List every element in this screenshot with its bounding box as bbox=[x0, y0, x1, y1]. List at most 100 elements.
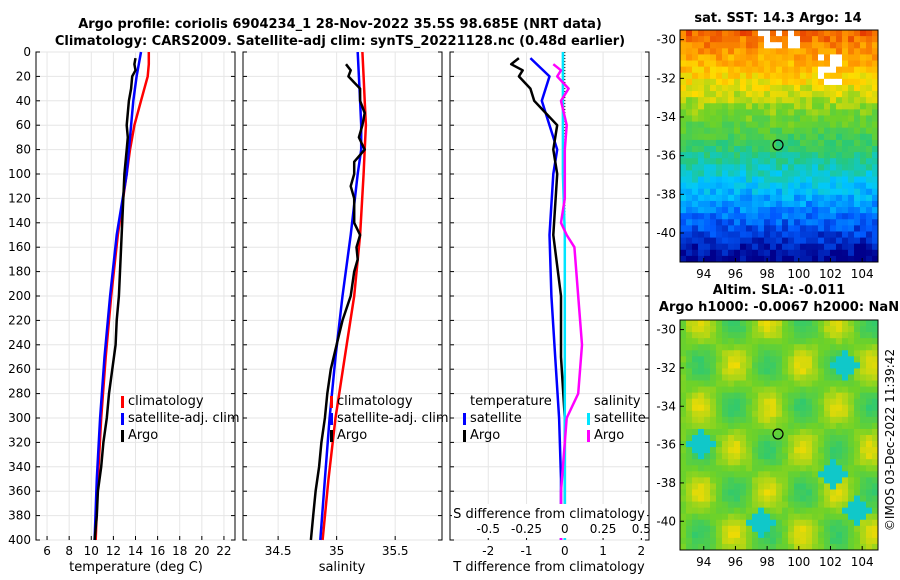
map-cell bbox=[764, 344, 771, 351]
map-cell bbox=[752, 507, 759, 515]
map-cell bbox=[860, 176, 867, 184]
map-cell bbox=[734, 471, 741, 478]
map-ytick-label-32: -32 bbox=[656, 71, 676, 85]
map-cell bbox=[836, 103, 843, 110]
map-cell bbox=[806, 152, 813, 159]
map-cell bbox=[776, 441, 783, 448]
map-cell bbox=[872, 374, 879, 381]
map-cell bbox=[824, 374, 831, 381]
map-cell bbox=[818, 374, 825, 381]
map-cell bbox=[794, 513, 801, 521]
map-cell bbox=[716, 410, 723, 418]
map-cell bbox=[686, 231, 693, 238]
map-cell bbox=[848, 453, 855, 460]
map-cell bbox=[680, 231, 687, 238]
map-cell bbox=[830, 459, 837, 466]
map-cell bbox=[836, 188, 843, 196]
map-cell bbox=[788, 513, 795, 521]
map-cell bbox=[680, 207, 687, 214]
map-cell bbox=[824, 42, 831, 49]
map-cell bbox=[848, 368, 855, 375]
map-cell bbox=[800, 483, 807, 490]
map-cell bbox=[842, 237, 849, 245]
map-cell bbox=[764, 176, 771, 184]
map-cell bbox=[866, 477, 873, 484]
map-cell bbox=[740, 249, 747, 257]
map-cell bbox=[734, 531, 741, 539]
map-cell bbox=[746, 97, 753, 104]
map-cell bbox=[764, 356, 771, 363]
map-cell bbox=[734, 30, 741, 37]
map-cell bbox=[680, 392, 687, 400]
map-cell bbox=[758, 465, 765, 472]
map-cell bbox=[764, 60, 771, 68]
map-cell bbox=[764, 182, 771, 190]
map-cell bbox=[776, 392, 783, 400]
map-cell bbox=[788, 422, 795, 430]
salinity-legend: climatology satellite-adj. clim Argo bbox=[330, 394, 449, 443]
map-cell bbox=[776, 194, 783, 202]
map-cell bbox=[734, 164, 741, 171]
map-cell bbox=[800, 249, 807, 257]
map-cell bbox=[824, 362, 831, 369]
map-cell bbox=[752, 350, 759, 357]
map-cell bbox=[794, 72, 801, 80]
map-cell bbox=[800, 194, 807, 202]
map-cell bbox=[860, 146, 867, 153]
map-cell bbox=[740, 386, 747, 394]
map-cell bbox=[782, 386, 789, 394]
map-cell bbox=[722, 182, 729, 190]
map-cell bbox=[866, 225, 873, 232]
map-cell bbox=[836, 368, 843, 375]
map-cell bbox=[770, 374, 777, 381]
map-cell bbox=[812, 97, 819, 104]
map-cell bbox=[758, 344, 765, 351]
map-cell bbox=[734, 127, 741, 135]
map-cell bbox=[686, 188, 693, 196]
map-cell bbox=[818, 36, 825, 43]
map-cell bbox=[836, 219, 843, 226]
map-cell bbox=[842, 410, 849, 418]
map-cell bbox=[812, 78, 819, 86]
map-cell bbox=[716, 103, 723, 110]
map-cell bbox=[788, 483, 795, 490]
map-cell bbox=[806, 435, 813, 442]
map-cell bbox=[842, 243, 849, 251]
map-cell bbox=[806, 362, 813, 369]
map-cell bbox=[794, 188, 801, 196]
map-cell bbox=[710, 326, 717, 333]
map-cell bbox=[818, 525, 825, 533]
map-cell bbox=[758, 66, 765, 74]
map-cell bbox=[866, 72, 873, 80]
map-cell bbox=[734, 537, 741, 545]
map-cell bbox=[860, 30, 867, 37]
ytick-label-280: 280 bbox=[8, 387, 31, 401]
map-cell bbox=[764, 525, 771, 533]
map-cell bbox=[830, 231, 837, 238]
map-cell bbox=[812, 60, 819, 68]
map-cell bbox=[692, 380, 699, 387]
map-cell bbox=[854, 91, 861, 98]
map-cell bbox=[848, 495, 855, 502]
map-cell bbox=[788, 255, 795, 263]
legend-swatch-s-argo bbox=[587, 430, 590, 442]
map-cell bbox=[794, 338, 801, 345]
map-cell bbox=[752, 84, 759, 92]
map-ytick-label-34: -34 bbox=[656, 110, 676, 124]
map-cell bbox=[734, 66, 741, 74]
map-cell bbox=[806, 42, 813, 49]
map-cell bbox=[818, 531, 825, 539]
map-cell bbox=[692, 531, 699, 539]
sst-map-cells bbox=[680, 30, 879, 263]
map-cell bbox=[788, 543, 795, 551]
map-cell bbox=[716, 158, 723, 165]
map-cell bbox=[686, 441, 693, 448]
map-cell bbox=[794, 416, 801, 424]
map-cell bbox=[704, 392, 711, 400]
map-cell bbox=[866, 428, 873, 436]
xtick-label-34-5: 34.5 bbox=[265, 544, 292, 558]
map-cell bbox=[716, 170, 723, 177]
map-cell bbox=[842, 513, 849, 521]
legend-swatch-climatology bbox=[330, 396, 333, 408]
map-cell bbox=[800, 115, 807, 122]
